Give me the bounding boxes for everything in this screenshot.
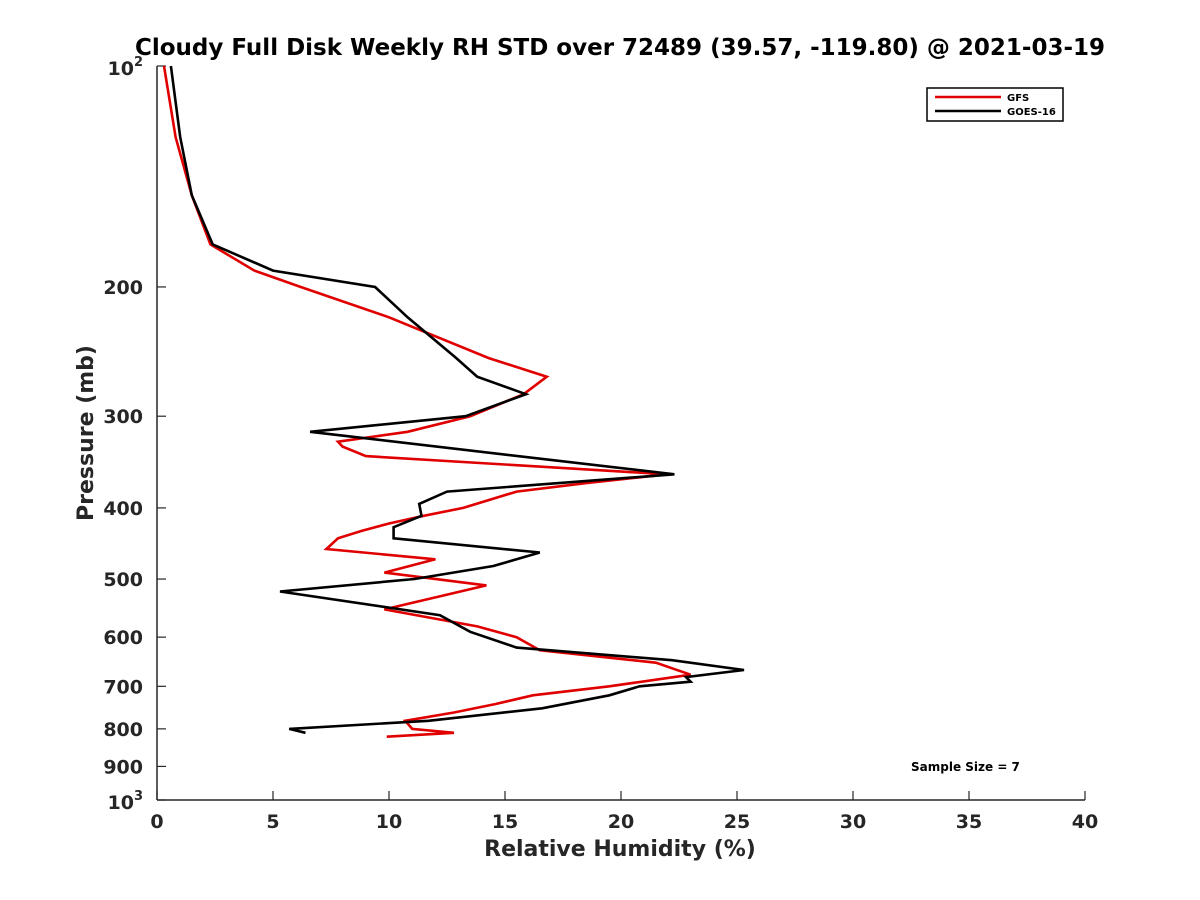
series-layer	[162, 65, 745, 738]
y-tick-label: 102	[108, 55, 144, 80]
x-tick-label: 30	[840, 811, 866, 833]
y-axis-label: Pressure (mb)	[74, 345, 99, 521]
sample-size-annotation: Sample Size = 7	[911, 760, 1020, 774]
y-tick-label: 900	[103, 756, 143, 778]
y-tick-label: 800	[103, 719, 143, 741]
y-tick-label: 700	[103, 676, 143, 698]
y-tick-label: 103	[108, 789, 144, 814]
legend-label-goes16: GOES-16	[1007, 107, 1056, 118]
legend-box	[926, 87, 1064, 122]
x-tick-label: 10	[376, 811, 402, 833]
x-tick-label: 15	[492, 811, 518, 833]
series-line-goes16	[169, 65, 745, 735]
x-tick-label: 5	[266, 811, 279, 833]
y-tick-label-exponent: 3	[134, 789, 143, 804]
x-tick-label: 0	[150, 811, 163, 833]
x-tick-label: 35	[956, 811, 982, 833]
x-tick-label: 20	[608, 811, 634, 833]
y-tick-label: 300	[103, 406, 143, 428]
x-axis-ticks: 0 5 10 15 20 25 30 35 40	[150, 791, 1098, 833]
y-tick-label-base: 10	[108, 58, 134, 80]
y-tick-label: 500	[103, 569, 143, 591]
y-tick-label: 200	[103, 277, 143, 299]
legend: GFS GOES-16	[926, 87, 1064, 122]
x-tick-label: 40	[1072, 811, 1098, 833]
x-tick-label: 25	[724, 811, 750, 833]
y-tick-label: 400	[103, 498, 143, 520]
legend-label-gfs: GFS	[1007, 93, 1029, 104]
chart-title: Cloudy Full Disk Weekly RH STD over 7248…	[135, 35, 1105, 61]
series-line-gfs	[162, 65, 692, 738]
y-tick-label: 600	[103, 627, 143, 649]
x-axis-label: Relative Humidity (%)	[484, 837, 756, 862]
plot-area: 0 5 10 15 20 25 30 35 40 10220030040050060070080…	[103, 55, 1098, 833]
y-tick-label-exponent: 2	[134, 55, 143, 70]
y-tick-label-base: 10	[108, 792, 134, 814]
